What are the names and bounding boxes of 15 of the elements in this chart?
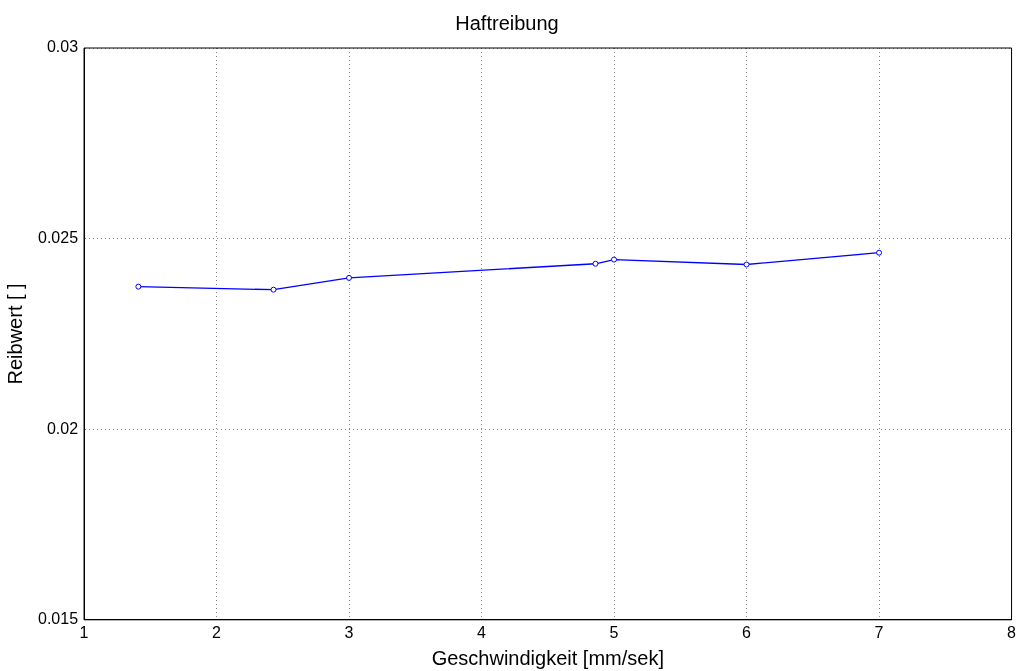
x-tick-label: 2 <box>212 623 222 641</box>
y-tick-label: 0.015 <box>37 610 79 628</box>
chart-title: Haftreibung <box>455 11 559 34</box>
x-tick-label: 7 <box>874 623 884 641</box>
x-tick-label: 1 <box>79 623 89 641</box>
y-tick-label: 0.03 <box>46 38 79 56</box>
y-axis-title: Reibwert [ ] <box>3 283 26 385</box>
x-tick-label: 4 <box>477 623 487 641</box>
y-tick-label: 0.025 <box>37 229 79 247</box>
x-tick-label: 8 <box>1007 623 1017 641</box>
x-axis-title: Geschwindigkeit [mm/sek] <box>431 646 664 669</box>
x-tick-label: 6 <box>742 623 752 641</box>
x-tick-label: 3 <box>344 623 354 641</box>
x-tick-label: 5 <box>609 623 619 641</box>
y-tick-label: 0.02 <box>46 419 79 437</box>
